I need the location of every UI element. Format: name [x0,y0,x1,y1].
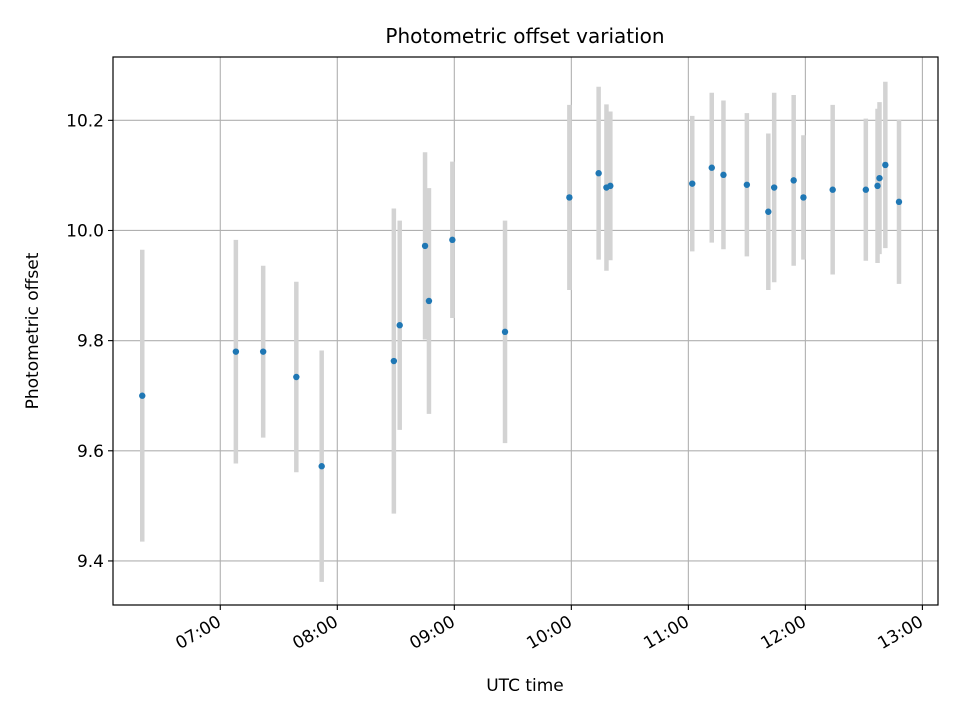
data-point [882,161,889,169]
data-point [607,182,614,190]
plot-frame [112,56,939,606]
data-point [800,194,807,201]
y-tick-label: 9.6 [77,442,104,462]
data-point [829,186,836,193]
data-point [874,182,881,190]
data-point [293,373,300,381]
data-point [862,186,870,193]
y-tick-label: 9.8 [77,332,104,352]
data-point [708,164,715,171]
data-point [139,392,146,399]
data-point [232,348,240,355]
data-point [425,297,433,305]
chart-title: Photometric offset variation [385,24,664,48]
data-point [595,170,602,177]
y-tick-label: 10.0 [66,221,104,241]
y-tick-label: 10.2 [66,111,104,131]
y-axis-label: Photometric offset [23,252,43,409]
data-point [720,171,727,179]
data-point [318,463,325,470]
x-axis-label: UTC time [486,676,564,696]
data-point [566,194,573,201]
data-point [876,174,883,182]
data-point [396,322,403,329]
data-point [421,242,429,250]
data-point [765,208,772,215]
data-point [895,198,903,206]
grid [113,57,938,605]
y-axis: 9.4 9.6 9.8 10.0 10.2 [66,111,113,572]
data-point [449,236,456,244]
data-point [259,348,267,355]
data-point [790,177,797,184]
data-point [689,180,696,187]
data-point [390,357,398,365]
y-tick-label: 9.4 [77,552,104,572]
data-points [139,161,903,470]
data-point [501,328,509,336]
data-point [743,181,751,188]
data-point [770,184,778,191]
